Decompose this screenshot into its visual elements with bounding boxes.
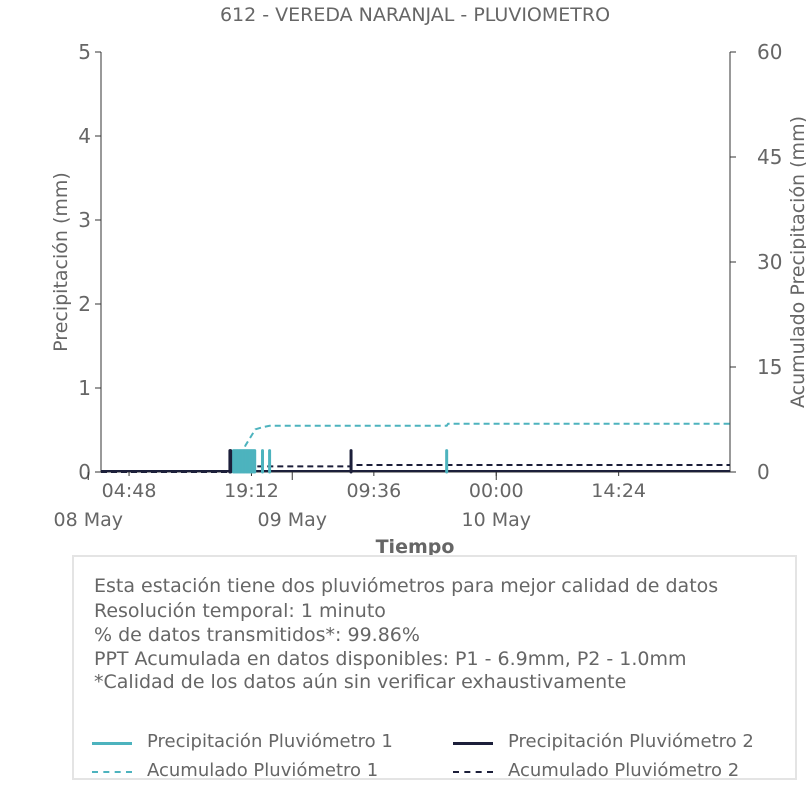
chart-title: 612 - VEREDA NARANJAL - PLUVIOMETRO	[220, 4, 610, 26]
y-left-tick-label: 1	[78, 376, 91, 400]
y-left-tick-label: 3	[78, 208, 91, 232]
x-time-tick-label: 04:48	[102, 480, 157, 502]
y-right-tick-label: 30	[757, 250, 782, 274]
info-line-accumulated: PPT Acumulada en datos disponibles: P1 -…	[94, 648, 687, 670]
info-line-quality-note: *Calidad de los datos aún sin verificar …	[94, 671, 627, 693]
y-axis-right-label: Acumulado Precipitación (mm)	[787, 116, 806, 408]
legend-label: Acumulado Pluviómetro 1	[147, 760, 379, 781]
y-axis-left-label: Precipitación (mm)	[50, 172, 72, 352]
x-time-tick-label: 14:24	[591, 480, 646, 502]
y-left-tick-label: 4	[78, 124, 91, 148]
precipitation-chart: 612 - VEREDA NARANJAL - PLUVIOMETRO 0 1 2 3…	[50, 4, 806, 556]
legend-swatch-dashed-teal	[92, 771, 132, 773]
x-time-tick-label: 09:36	[346, 480, 401, 502]
x-time-tick-label: 19:12	[224, 480, 279, 502]
x-axis-label: Tiempo	[376, 536, 455, 556]
legend-swatch-dashed-navy	[453, 771, 493, 773]
y-right-tick-label: 15	[757, 355, 782, 379]
legend-swatch-solid-navy	[453, 742, 493, 745]
info-line-stations: Esta estación tiene dos pluviómetros par…	[94, 575, 719, 597]
plot-marks	[101, 422, 730, 474]
legend-swatch-solid-teal	[92, 742, 132, 745]
legend-label: Acumulado Pluviómetro 2	[508, 760, 740, 781]
y-right-tick-label: 0	[757, 460, 770, 484]
x-date-tick-label: 08 May	[54, 509, 124, 531]
x-date-tick-label: 10 May	[462, 509, 532, 531]
y-right-tick-label: 60	[757, 40, 782, 64]
info-line-transmitted: % de datos transmitidos*: 99.86%	[94, 624, 420, 646]
series-line-acumulado-pluvi-metro-1	[101, 422, 730, 473]
info-panel: Esta estación tiene dos pluviómetros par…	[72, 555, 797, 781]
info-line-resolution: Resolución temporal: 1 minuto	[94, 600, 386, 622]
y-left-tick-label: 5	[78, 40, 91, 64]
x-date-tick-label: 09 May	[258, 509, 328, 531]
x-time-tick-label: 00:00	[469, 480, 524, 502]
y-right-tick-label: 45	[757, 145, 782, 169]
y-left-tick-label: 2	[78, 292, 91, 316]
y-left-tick-label: 0	[78, 460, 91, 484]
legend-label: Precipitación Pluviómetro 1	[147, 731, 393, 752]
legend-label: Precipitación Pluviómetro 2	[508, 731, 754, 752]
